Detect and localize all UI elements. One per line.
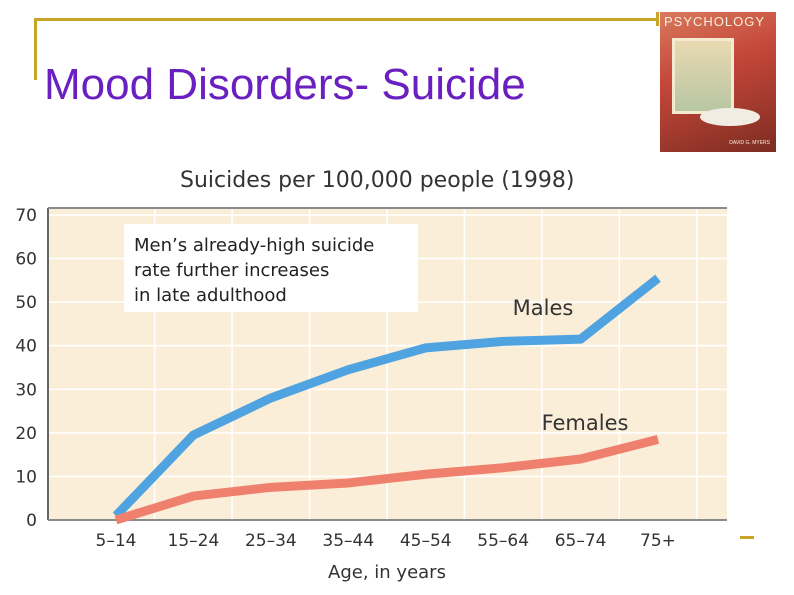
x-tick-label: 5–14 — [96, 531, 137, 551]
series-line-males — [112, 274, 661, 519]
accent-line-right-tick — [656, 12, 659, 26]
series-line-females — [114, 435, 660, 525]
cover-author: DAVID G. MYERS — [729, 140, 770, 146]
annotation-box — [124, 224, 418, 312]
y-tick-label: 20 — [15, 424, 37, 444]
x-tick-label: 15–24 — [168, 531, 220, 551]
series-label-females: Females — [542, 411, 629, 435]
x-axis-label: Age, in years — [328, 562, 446, 583]
slide-title: Mood Disorders- Suicide — [44, 60, 526, 109]
book-cover-image: PSYCHOLOGY DAVID G. MYERS — [660, 12, 776, 152]
y-tick-label: 10 — [15, 467, 37, 487]
accent-line-top — [34, 18, 656, 21]
y-tick-label: 60 — [15, 250, 37, 270]
accent-line-left — [34, 18, 37, 80]
x-tick-label: 35–44 — [322, 531, 374, 551]
annotation-text: in late adulthood — [134, 285, 287, 306]
x-tick-label: 45–54 — [400, 531, 452, 551]
annotation-text: rate further increases — [134, 260, 329, 281]
series-label-males: Males — [513, 296, 574, 320]
y-tick-label: 0 — [26, 511, 37, 531]
y-tick-label: 30 — [15, 380, 37, 400]
accent-dash — [740, 536, 754, 539]
x-tick-label: 25–34 — [245, 531, 297, 551]
annotation-text: Men’s already-high suicide — [134, 235, 374, 256]
y-tick-label: 50 — [15, 293, 37, 313]
cover-title: PSYCHOLOGY — [664, 14, 766, 29]
x-tick-label: 65–74 — [555, 531, 607, 551]
y-tick-label: 40 — [15, 337, 37, 357]
x-tick-label: 55–64 — [477, 531, 529, 551]
chart-title: Suicides per 100,000 people (1998) — [180, 168, 575, 193]
y-tick-label: 70 — [15, 206, 37, 226]
x-tick-label: 75+ — [640, 531, 676, 551]
cover-table-illustration — [700, 108, 760, 126]
